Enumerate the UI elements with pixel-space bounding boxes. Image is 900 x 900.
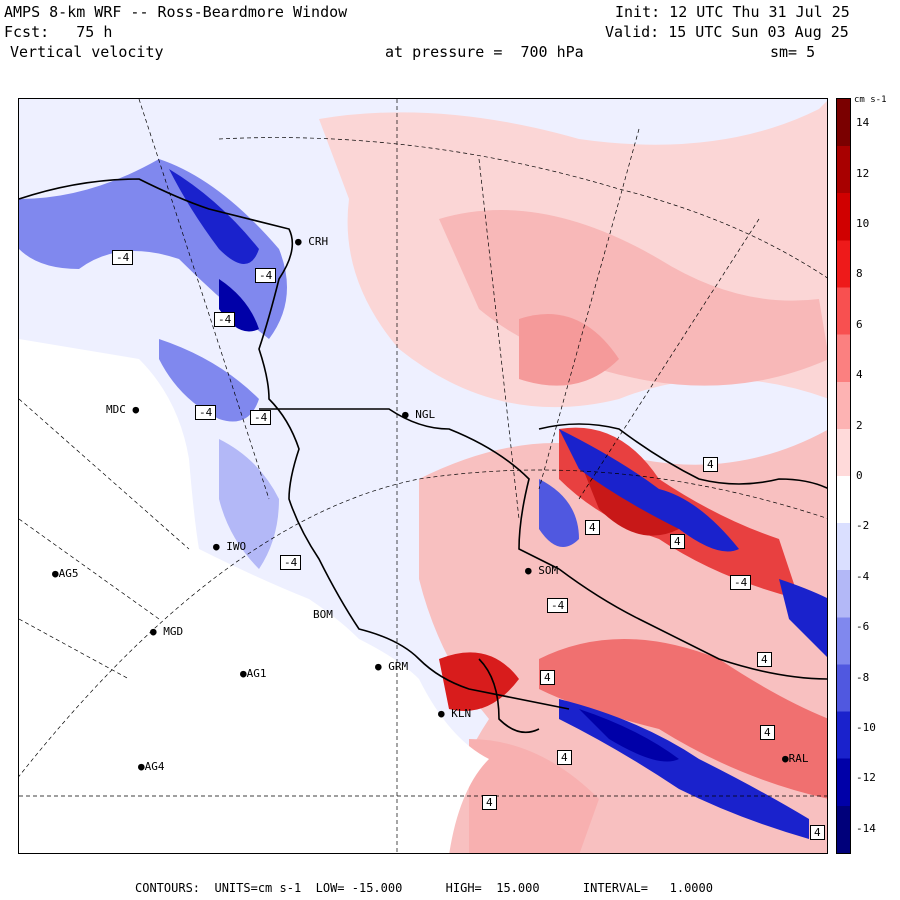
valid-time: Valid: 15 UTC Sun 03 Aug 25 [605, 23, 849, 41]
contour-label: 4 [703, 457, 718, 472]
contour-label: -4 [730, 575, 752, 590]
station-bom: BOM [313, 608, 333, 621]
colorbar-tick-label: 8 [856, 267, 863, 281]
contour-label: 4 [557, 750, 572, 765]
contour-label: 4 [482, 795, 497, 810]
colorbar-tick-label: -4 [856, 569, 870, 583]
station-ag4: ●AG4 [138, 760, 165, 773]
station-ngl: ● NGL [402, 408, 436, 421]
station-grm: ● GRM [375, 660, 409, 673]
field-name: Vertical velocity [10, 43, 164, 61]
colorbar-tick-label: -10 [856, 721, 876, 734]
colorbar-tick-label: 2 [856, 418, 863, 432]
station-mgd: ● MGD [150, 625, 184, 638]
contour-label: 4 [670, 534, 685, 549]
map-title: AMPS 8-km WRF -- Ross-Beardmore Window [4, 3, 348, 21]
contour-label: -4 [255, 268, 277, 283]
contour-label: -4 [280, 555, 302, 570]
contour-label: 4 [540, 670, 555, 685]
colorbar [836, 98, 851, 854]
contour-label: -4 [250, 410, 272, 425]
contour-label: -4 [112, 250, 134, 265]
station-ag1: ●AG1 [240, 667, 267, 680]
contour-label: 4 [585, 520, 600, 535]
station-iwo: ● IWO [213, 540, 247, 553]
contour-label: -4 [195, 405, 217, 420]
colorbar-tick-label: -12 [856, 771, 876, 785]
contour-label: -4 [214, 312, 236, 327]
colorbar-tick-label: -14 [856, 821, 876, 835]
colorbar-tick-label: -2 [856, 519, 870, 533]
contour-label: 4 [810, 825, 825, 840]
colorbar-tick-label: 14 [856, 116, 870, 130]
colorbar-tick-label: 10 [856, 217, 870, 230]
contour-info: CONTOURS: UNITS=cm s-1 LOW= -15.000 HIGH… [135, 881, 713, 895]
station-mdc: MDC ● [106, 403, 140, 416]
pressure-level: at pressure = 700 hPa [385, 43, 584, 61]
station-ral: ●RAL [782, 752, 809, 765]
colorbar-tick-label: 6 [856, 317, 863, 331]
station-kln: ● KLN [438, 707, 472, 720]
contour-label: -4 [547, 598, 569, 613]
contour-label: 4 [757, 652, 772, 667]
contour-label: 4 [760, 725, 775, 740]
colorbar-tick-label: -6 [856, 620, 870, 634]
colorbar-tick-label: -8 [856, 670, 870, 684]
station-ag5: ●AG5 [52, 567, 79, 580]
vertical-velocity-field [19, 99, 827, 853]
forecast-hour: Fcst: 75 h [4, 23, 113, 41]
colorbar-unit: cm s-1 [854, 95, 887, 105]
smoothing-value: sm= 5 [770, 43, 816, 61]
colorbar-tick-label: 0 [856, 469, 863, 482]
station-crh: ● CRH [295, 235, 329, 248]
colorbar-tick-label: 4 [856, 368, 863, 382]
map-panel [18, 98, 828, 854]
station-som: ● SOM [525, 564, 559, 577]
init-time: Init: 12 UTC Thu 31 Jul 25 [615, 3, 850, 21]
colorbar-tick-label: 12 [856, 166, 870, 180]
